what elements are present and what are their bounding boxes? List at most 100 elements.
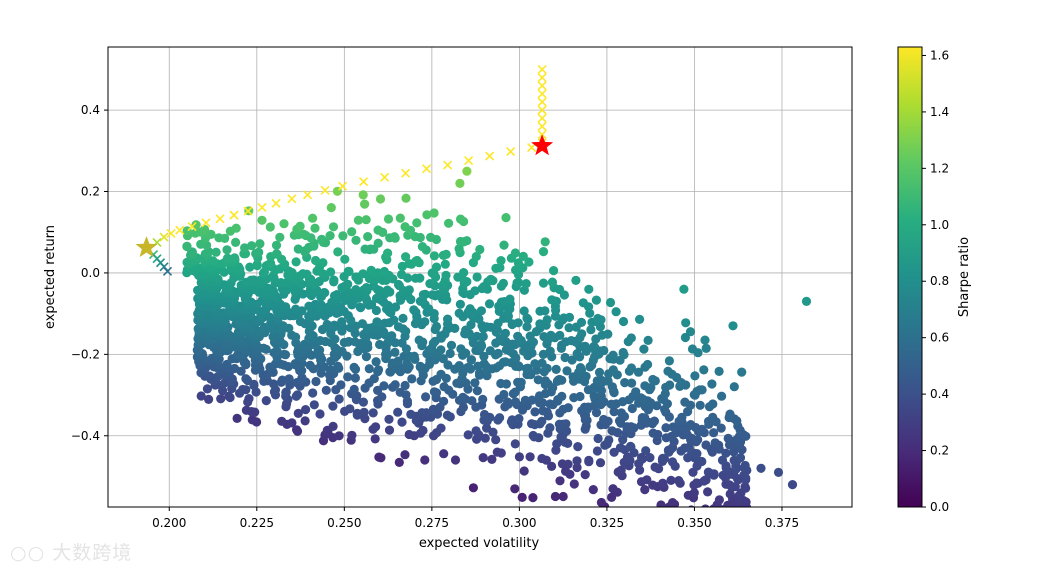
portfolio-point <box>563 459 573 469</box>
portfolio-point <box>721 448 731 458</box>
portfolio-point <box>592 446 603 456</box>
portfolio-point <box>361 283 371 293</box>
portfolio-point <box>707 379 717 389</box>
portfolio-point <box>429 387 439 397</box>
portfolio-point <box>455 299 465 309</box>
portfolio-point <box>679 284 689 294</box>
portfolio-point <box>379 266 389 277</box>
portfolio-point <box>454 361 464 371</box>
portfolio-point <box>787 480 798 490</box>
portfolio-point <box>462 236 472 246</box>
portfolio-point <box>616 465 626 475</box>
portfolio-point <box>593 433 603 444</box>
portfolio-point <box>684 442 694 452</box>
portfolio-point <box>540 237 550 247</box>
portfolio-point <box>584 455 594 465</box>
portfolio-point <box>218 385 228 396</box>
colorbar-tick-label: 0.0 <box>930 500 949 514</box>
portfolio-point <box>576 317 587 327</box>
portfolio-point <box>351 235 361 245</box>
portfolio-point <box>397 417 407 427</box>
portfolio-point <box>295 221 305 231</box>
colorbar-tick-label: 0.4 <box>930 387 949 401</box>
portfolio-point <box>535 319 545 329</box>
portfolio-point <box>575 391 585 402</box>
portfolio-point <box>641 446 651 456</box>
portfolio-point <box>271 240 282 250</box>
portfolio-point <box>545 346 555 356</box>
portfolio-point <box>575 363 586 373</box>
watermark-icon: ○○ <box>10 542 46 564</box>
portfolio-point <box>643 335 653 345</box>
portfolio-point <box>649 416 660 426</box>
portfolio-point <box>347 430 357 440</box>
portfolio-point <box>357 319 367 329</box>
portfolio-point <box>230 253 240 263</box>
portfolio-point <box>393 279 404 290</box>
portfolio-point <box>329 320 339 330</box>
portfolio-point <box>247 415 257 425</box>
portfolio-point <box>436 345 446 355</box>
portfolio-point <box>364 364 374 374</box>
portfolio-point <box>680 397 690 407</box>
portfolio-point <box>391 302 401 312</box>
portfolio-point <box>433 290 443 300</box>
portfolio-point <box>470 378 480 388</box>
frontier-marker <box>215 214 225 224</box>
portfolio-point <box>328 421 338 431</box>
portfolio-point <box>700 335 710 345</box>
portfolio-point <box>321 385 331 395</box>
portfolio-point <box>282 277 292 288</box>
portfolio-point <box>363 232 373 242</box>
colorbar-ticks: 0.0 0.2 0.4 0.6 0.8 1.0 1.2 1.4 1.6 <box>922 48 949 514</box>
portfolio-point <box>459 268 469 278</box>
portfolio-point <box>724 480 735 490</box>
portfolio-point <box>625 441 636 451</box>
x-tick-label: 0.200 <box>152 516 186 530</box>
portfolio-point <box>239 356 249 367</box>
colorbar-tick-label: 1.6 <box>930 48 949 62</box>
portfolio-point <box>297 373 307 383</box>
colorbar-tick-label: 1.2 <box>930 161 949 175</box>
portfolio-point <box>406 409 416 419</box>
portfolio-point <box>395 213 405 223</box>
frontier-marker <box>159 232 169 242</box>
portfolio-point <box>395 387 405 397</box>
portfolio-point <box>484 299 495 309</box>
portfolio-point <box>301 405 311 415</box>
portfolio-point <box>232 413 242 423</box>
portfolio-point <box>468 483 478 493</box>
portfolio-point <box>369 374 379 384</box>
y-axis-ticks: −0.4 −0.2 0.0 0.2 0.4 <box>71 103 108 443</box>
frontier-marker <box>464 156 474 166</box>
portfolio-point <box>278 321 288 331</box>
portfolio-point <box>456 214 466 224</box>
portfolio-point <box>224 391 234 401</box>
x-tick-label: 0.325 <box>590 516 624 530</box>
portfolio-point <box>310 299 320 309</box>
colorbar-tick-label: 0.2 <box>930 444 949 458</box>
portfolio-point <box>390 380 400 390</box>
portfolio-point <box>231 237 241 247</box>
portfolio-point <box>328 401 338 411</box>
portfolio-point <box>513 331 523 341</box>
portfolio-point <box>547 295 557 305</box>
frontier-marker <box>537 89 547 99</box>
portfolio-point <box>538 247 549 257</box>
portfolio-point <box>589 341 599 351</box>
portfolio-point <box>731 557 740 566</box>
frontier-marker <box>271 198 281 208</box>
optimal-portfolio-markers <box>135 134 554 258</box>
portfolio-point <box>620 378 630 388</box>
frontier-marker <box>537 72 547 83</box>
x-tick-label: 0.225 <box>240 516 274 530</box>
portfolio-point <box>564 312 575 322</box>
portfolio-point <box>450 455 461 465</box>
portfolio-point <box>345 404 355 414</box>
portfolio-point <box>291 257 301 267</box>
portfolio-point <box>603 376 613 386</box>
portfolio-point <box>373 225 383 235</box>
portfolio-point <box>359 407 369 417</box>
portfolio-point <box>520 395 531 405</box>
portfolio-point <box>569 479 579 489</box>
